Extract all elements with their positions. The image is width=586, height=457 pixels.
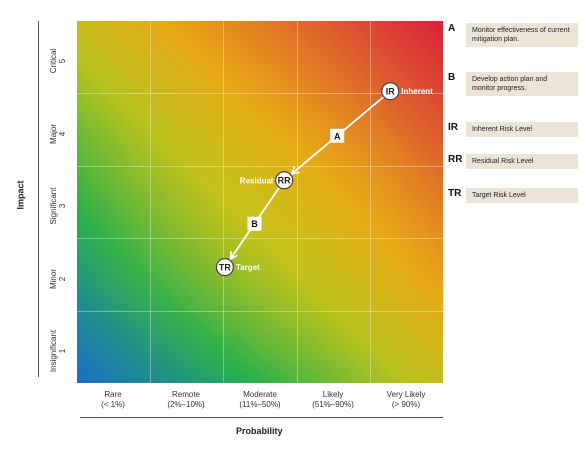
step-a-marker: A [330, 128, 345, 143]
x-level-very-likely: Very Likely (> 90%) [370, 390, 442, 410]
x-level-name: Moderate [243, 390, 277, 399]
legend-text: Residual Risk Level [466, 154, 578, 169]
gridline [297, 21, 298, 383]
risk-heatmap [77, 21, 443, 383]
y-level-number: 2 [58, 276, 67, 282]
x-level-rare: Rare (< 1%) [77, 390, 149, 410]
y-level-minor: Minor 2 [49, 249, 67, 309]
step-b-code: B [251, 219, 258, 229]
inherent-risk-point: IR Inherent [381, 82, 433, 101]
x-level-remote: Remote (2%–10%) [150, 390, 222, 410]
gridline [77, 166, 443, 167]
x-level-range: (51%–90%) [312, 400, 354, 409]
residual-risk-point: RR Residual [240, 171, 294, 190]
y-level-number: 5 [58, 58, 67, 64]
legend-text: Target Risk Level [466, 188, 578, 203]
residual-label: Residual [240, 176, 273, 185]
x-axis-line [80, 417, 443, 418]
x-level-name: Very Likely [386, 390, 426, 399]
y-level-name: Insignificant [49, 329, 58, 373]
gridline [77, 311, 443, 312]
legend-key: TR [448, 188, 462, 199]
x-level-likely: Likely (51%–90%) [297, 390, 369, 410]
gridline [223, 21, 224, 383]
y-level-name: Significant [49, 187, 58, 225]
x-axis-title: Probability [236, 426, 283, 436]
y-level-name: Minor [49, 269, 58, 290]
x-level-moderate: Moderate (11%–50%) [224, 390, 296, 410]
y-level-name: Critical [49, 48, 58, 74]
y-level-major: Major 4 [49, 104, 67, 164]
y-axis-title: Impact [15, 180, 26, 210]
x-level-range: (2%–10%) [167, 400, 205, 409]
heatmap-gradient [77, 21, 443, 383]
inherent-label: Inherent [401, 87, 433, 96]
step-a-code: A [334, 131, 341, 141]
legend-key: A [448, 23, 456, 34]
gridline [77, 238, 443, 239]
y-level-critical: Critical 5 [49, 31, 67, 91]
legend-text: Develop action plan and monitor progress… [466, 72, 578, 96]
legend-key: RR [448, 154, 463, 165]
y-level-insignificant: Insignificant 1 [49, 321, 67, 381]
legend-key: B [448, 72, 456, 83]
x-level-name: Rare [104, 390, 122, 399]
step-b-marker: B [247, 216, 262, 231]
target-risk-point: TR Target [215, 258, 260, 277]
legend-key: IR [448, 122, 458, 133]
legend-text: Inherent Risk Level [466, 122, 578, 137]
gridline [77, 93, 443, 94]
x-level-range: (> 90%) [391, 400, 421, 409]
gridline [150, 21, 151, 383]
y-level-number: 1 [58, 348, 67, 354]
y-level-name: Major [49, 124, 58, 145]
x-level-name: Remote [171, 390, 200, 399]
x-level-range: (< 1%) [101, 400, 125, 409]
y-level-number: 3 [58, 203, 67, 209]
y-level-significant: Significant 3 [49, 176, 67, 236]
inherent-code: IR [386, 87, 396, 97]
x-level-range: (11%–50%) [239, 400, 281, 409]
legend-text: Monitor effectiveness of current mitigat… [466, 23, 578, 47]
residual-code: RR [278, 176, 291, 186]
x-level-name: Likely [322, 390, 344, 399]
gridline [370, 21, 371, 383]
y-level-number: 4 [58, 131, 67, 137]
y-axis-line [38, 21, 39, 377]
target-label: Target [236, 263, 260, 272]
target-code: TR [219, 262, 231, 272]
